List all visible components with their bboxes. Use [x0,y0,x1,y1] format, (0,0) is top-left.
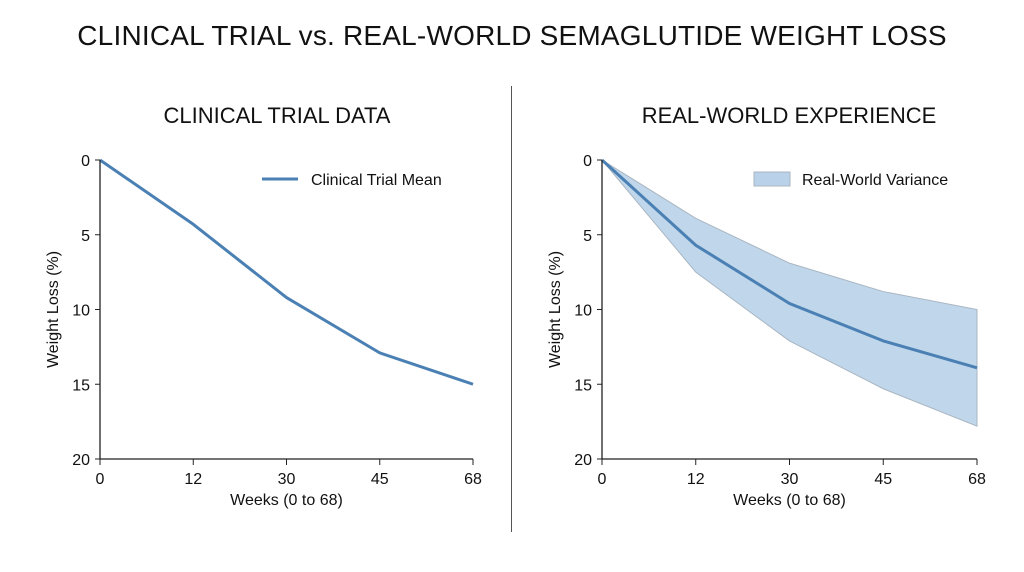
y-tick-label: 0 [81,153,90,170]
panel-title: CLINICAL TRIAL DATA [164,103,391,128]
x-tick-label: 12 [687,471,705,488]
x-tick-label: 45 [371,471,389,488]
y-tick-label: 20 [72,452,90,469]
x-axis-label: Weeks (0 to 68) [733,492,846,509]
x-tick-label: 30 [781,471,799,488]
x-tick-label: 0 [598,471,607,488]
x-tick-label: 30 [278,471,296,488]
x-tick-label: 0 [96,471,105,488]
x-tick-label: 68 [464,471,482,488]
y-axis-label: Weight Loss (%) [547,251,564,368]
x-axis-label: Weeks (0 to 68) [230,492,343,509]
x-tick-label: 68 [968,471,986,488]
series-line-mean [600,158,978,370]
legend-swatch-band [753,171,791,187]
panel-title: REAL-WORLD EXPERIENCE [642,103,937,128]
variance-band [601,159,978,427]
y-tick-label: 10 [72,303,90,320]
y-tick-label: 20 [574,452,592,469]
legend-label: Clinical Trial Mean [311,172,442,189]
x-tick-label: 12 [184,471,202,488]
y-tick-label: 0 [583,153,592,170]
panel-divider [511,86,512,532]
main-title: CLINICAL TRIAL vs. REAL-WORLD SEMAGLUTID… [77,20,947,51]
y-tick-label: 10 [574,303,592,320]
y-axis-label: Weight Loss (%) [45,251,62,368]
y-tick-label: 15 [574,377,592,394]
y-tick-label: 5 [81,228,90,245]
y-tick-label: 15 [72,377,90,394]
x-tick-label: 45 [874,471,892,488]
y-tick-label: 5 [583,228,592,245]
legend-label: Real-World Variance [802,172,948,189]
series-line-clinical-trial-mean [99,158,474,386]
